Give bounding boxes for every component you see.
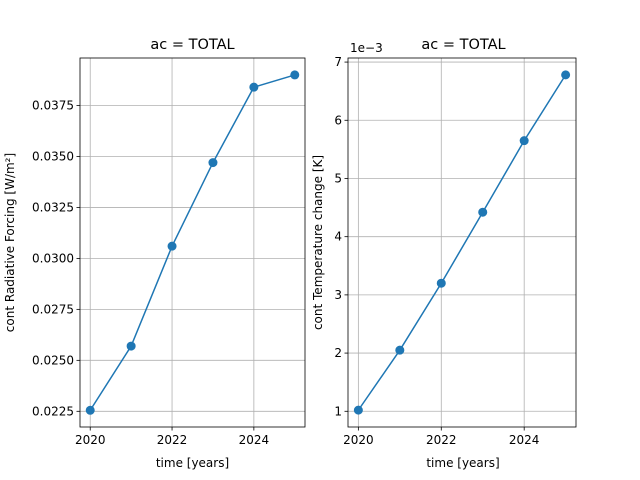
data-point bbox=[395, 345, 405, 355]
subplot-1-x-ticks: 2020 2022 2024 bbox=[75, 427, 269, 447]
subplot-2-series-line bbox=[357, 74, 567, 411]
data-point bbox=[85, 405, 95, 415]
x-tick-label: 2022 bbox=[426, 433, 457, 447]
y-tick-label: 7 bbox=[334, 55, 342, 69]
y-tick-label: 0.0275 bbox=[32, 302, 74, 316]
subplot-2-y-offset-text: 1e−3 bbox=[350, 41, 383, 55]
subplot-1-y-axis-label: cont Radiative Forcing [W/m²] bbox=[3, 153, 17, 332]
subplot-2-title: ac = TOTAL bbox=[421, 37, 505, 53]
y-tick-label: 0.0350 bbox=[32, 149, 74, 163]
subplot-2-y-axis-label: cont Temperature change [K] bbox=[311, 155, 325, 330]
y-tick-label: 0.0250 bbox=[32, 353, 74, 367]
x-tick-label: 2024 bbox=[239, 433, 270, 447]
subplot-2-x-ticks: 2020 2022 2024 bbox=[343, 427, 539, 447]
data-point bbox=[353, 405, 363, 415]
subplot-1-y-ticks: 0.0225 0.0250 0.0275 0.0300 0.0325 0.0350 0.03… bbox=[32, 99, 80, 418]
subplot-2-y-ticks: 1 2 3 4 5 6 7 bbox=[334, 55, 348, 418]
y-tick-label: 0.0225 bbox=[32, 404, 74, 418]
y-tick-label: 3 bbox=[334, 288, 342, 302]
x-tick-label: 2020 bbox=[343, 433, 374, 447]
subplot-2-grid bbox=[348, 58, 576, 427]
y-tick-label: 5 bbox=[334, 171, 342, 185]
subplot-1-title: ac = TOTAL bbox=[150, 37, 234, 53]
data-point bbox=[249, 82, 259, 92]
subplot-2-data-points bbox=[353, 70, 571, 415]
subplot-1-axes-frame bbox=[79, 57, 306, 428]
subplot-1-data-points bbox=[85, 70, 300, 415]
series-line bbox=[357, 74, 567, 411]
y-tick-label: 0.0325 bbox=[32, 200, 74, 214]
subplot-1-x-axis-label: time [years] bbox=[156, 456, 229, 470]
y-tick-label: 4 bbox=[334, 230, 342, 244]
data-point bbox=[208, 158, 218, 168]
y-tick-label: 2 bbox=[334, 346, 342, 360]
y-tick-label: 1 bbox=[334, 404, 342, 418]
subplot-temperature-change: ac = TOTAL 1e−3 2020 2022 2024 1 2 3 4 5 6 7 tim… bbox=[311, 37, 577, 470]
data-point bbox=[561, 70, 571, 80]
y-tick-label: 6 bbox=[334, 113, 342, 127]
subplot-radiative-forcing: ac = TOTAL 2020 2022 2024 0.02250.02500.02… bbox=[3, 37, 306, 470]
x-tick-label: 2024 bbox=[509, 433, 540, 447]
subplot-1-series-line bbox=[89, 74, 295, 411]
subplot-2-axes-frame bbox=[347, 57, 577, 428]
y-tick-label: 0.0375 bbox=[32, 99, 74, 113]
data-point bbox=[478, 207, 488, 217]
series-line bbox=[89, 74, 295, 411]
x-tick-label: 2020 bbox=[75, 433, 106, 447]
data-point bbox=[519, 136, 529, 146]
data-point bbox=[167, 241, 177, 251]
y-tick-label: 0.0300 bbox=[32, 251, 74, 265]
data-point bbox=[436, 278, 446, 288]
x-tick-label: 2022 bbox=[157, 433, 188, 447]
data-point bbox=[126, 341, 136, 351]
data-point bbox=[290, 70, 300, 80]
subplot-2-x-axis-label: time [years] bbox=[426, 456, 499, 470]
